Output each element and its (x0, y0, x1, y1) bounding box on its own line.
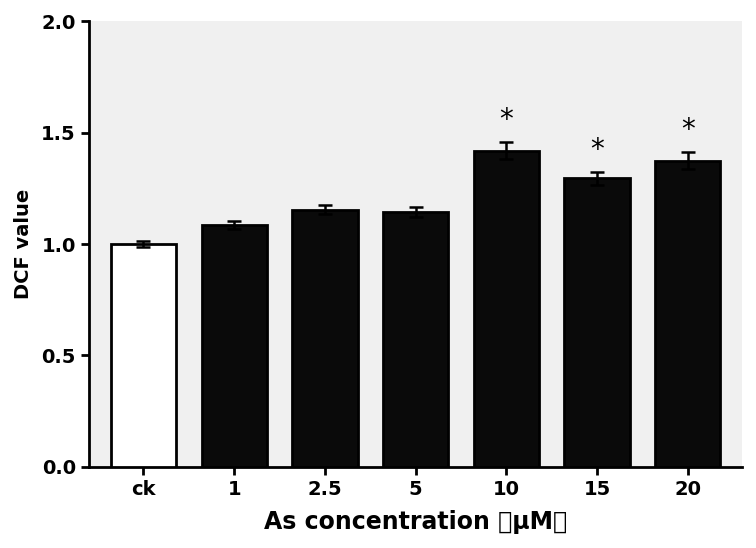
Y-axis label: DCF value: DCF value (14, 189, 33, 299)
Text: *: * (590, 136, 604, 164)
Bar (473, 151, 539, 467)
Bar (655, 161, 720, 467)
Bar (293, 209, 358, 467)
Bar (383, 212, 448, 467)
Bar (111, 244, 176, 467)
Bar (564, 179, 630, 467)
Text: *: * (500, 106, 513, 134)
Text: *: * (681, 116, 695, 144)
Bar (202, 225, 267, 467)
X-axis label: As concentration （μM）: As concentration （μM） (264, 510, 567, 534)
